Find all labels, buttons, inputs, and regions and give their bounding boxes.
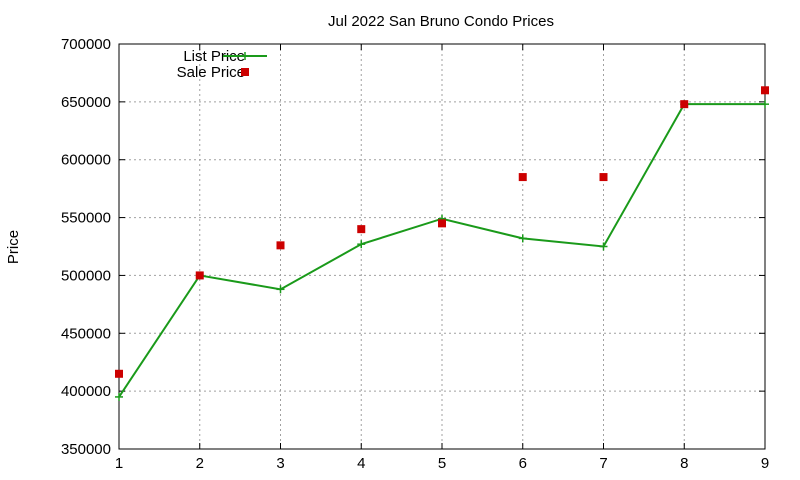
x-tick-label: 1 bbox=[115, 455, 123, 472]
data-point bbox=[761, 100, 769, 109]
legend-label: Sale Price bbox=[177, 64, 245, 81]
x-tick-label: 3 bbox=[276, 455, 284, 472]
y-tick-label: 550000 bbox=[61, 210, 111, 227]
y-tick-label: 650000 bbox=[61, 94, 111, 111]
series bbox=[115, 86, 769, 401]
data-point bbox=[195, 271, 204, 280]
y-tick-label: 600000 bbox=[61, 152, 111, 169]
x-tick-label: 8 bbox=[680, 455, 688, 472]
data-point bbox=[518, 234, 527, 243]
data-point bbox=[518, 173, 527, 182]
data-point bbox=[115, 392, 123, 401]
y-tick-label: 350000 bbox=[61, 441, 111, 458]
x-tick-label: 7 bbox=[599, 455, 607, 472]
data-point bbox=[115, 369, 123, 378]
y-axis-label: Price bbox=[5, 230, 22, 264]
data-point bbox=[438, 219, 446, 228]
legend-marker bbox=[241, 52, 249, 60]
data-point bbox=[357, 240, 366, 249]
data-point bbox=[599, 173, 608, 182]
series-sale-price bbox=[115, 86, 769, 378]
data-point bbox=[357, 225, 366, 234]
y-tick-label: 700000 bbox=[61, 36, 111, 53]
y-tick-label: 450000 bbox=[61, 325, 111, 342]
data-point bbox=[276, 241, 285, 250]
chart-title: Jul 2022 San Bruno Condo Prices bbox=[328, 13, 554, 30]
data-point bbox=[276, 285, 285, 294]
grid bbox=[119, 44, 765, 449]
data-point bbox=[761, 86, 769, 95]
y-tick-label: 500000 bbox=[61, 267, 111, 284]
x-tick-label: 2 bbox=[196, 455, 204, 472]
y-axis-ticks: 350000 400000 450000 500000 550000 600000 6500… bbox=[61, 36, 765, 458]
legend-label: List Price bbox=[183, 48, 245, 65]
data-point bbox=[680, 100, 689, 109]
data-point bbox=[599, 242, 608, 251]
x-tick-label: 4 bbox=[357, 455, 365, 472]
legend-marker bbox=[241, 68, 249, 76]
y-tick-label: 400000 bbox=[61, 383, 111, 400]
x-tick-label: 6 bbox=[519, 455, 527, 472]
x-axis-ticks: 1 2 3 4 5 6 7 8 9 bbox=[115, 44, 769, 472]
x-tick-label: 5 bbox=[438, 455, 446, 472]
x-tick-label: 9 bbox=[761, 455, 769, 472]
